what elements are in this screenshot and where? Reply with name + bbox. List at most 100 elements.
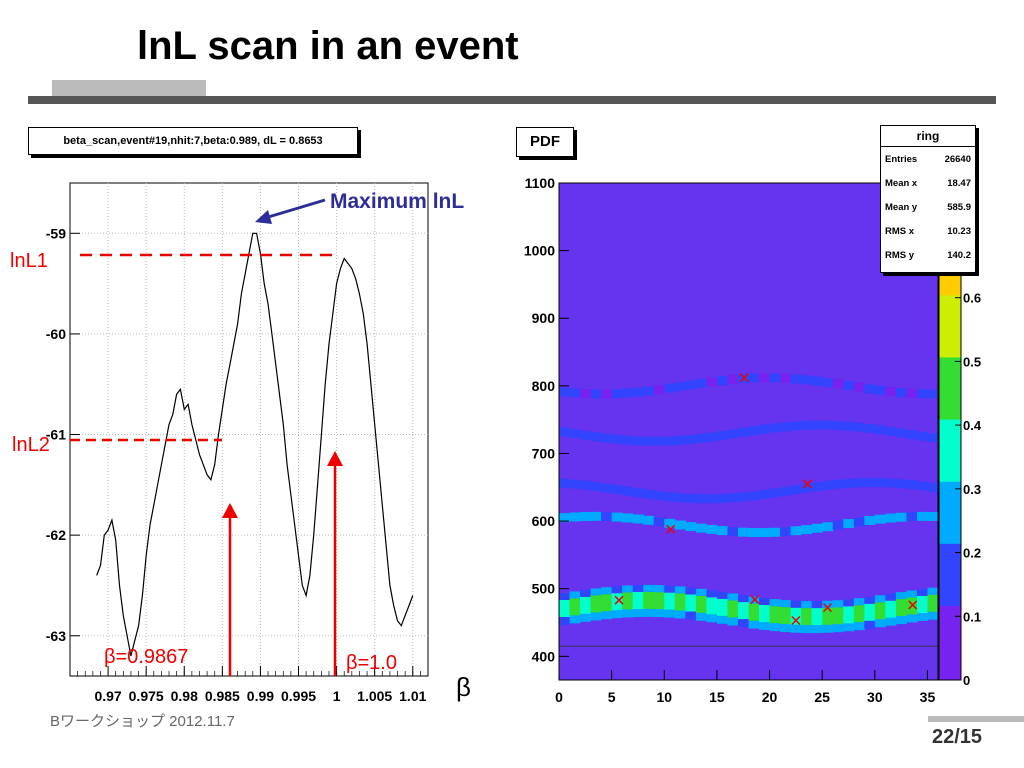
heatmap-cell (569, 615, 581, 624)
colorbar-cell (939, 630, 961, 644)
footer-text: Bワークショップ 2012.11.7 (50, 713, 235, 730)
heatmap-cell (801, 375, 813, 385)
heatmap-cell (727, 600, 739, 619)
heatmap-cell (853, 517, 865, 527)
heatmap-cell (769, 623, 781, 632)
heatmap-cell (853, 622, 865, 631)
heatmap-cell (843, 623, 855, 632)
y-tick-label: 600 (532, 513, 556, 529)
beta2-arrow-head (327, 451, 343, 466)
colorbar-cell (939, 468, 961, 482)
heatmap-cell (695, 494, 707, 504)
heatmap-cell (601, 483, 613, 493)
heatmap-cell (559, 600, 571, 618)
heatmap-cell (822, 624, 834, 633)
heatmap-cell (832, 600, 844, 608)
heatmap-cell (885, 617, 897, 626)
heatmap-cell (748, 603, 760, 622)
heatmap-cell (759, 528, 771, 538)
plot-frame (69, 182, 429, 677)
heatmap-cell (559, 387, 571, 397)
heatmap-cell (769, 423, 781, 433)
heatmap-cell (590, 511, 602, 521)
heatmap-cell (695, 612, 707, 621)
y-tick-label: 700 (532, 445, 556, 461)
heatmap-cell (653, 517, 665, 527)
heatmap-cell (748, 373, 760, 383)
colorbar-tick-label: 0.4 (963, 418, 982, 433)
heatmap-cell (759, 424, 771, 434)
heatmap-cell (590, 588, 602, 596)
colorbar-cell (939, 642, 961, 656)
colorbar-cell (939, 431, 961, 445)
stats-row: Mean y 585.9 (881, 195, 975, 219)
heatmap-cell (832, 624, 844, 633)
heatmap-cell (737, 619, 749, 628)
colorbar-cell (939, 369, 961, 383)
x-tick-label: 0.995 (281, 688, 316, 704)
heatmap-cell (801, 625, 813, 634)
beta1-arrow-head (222, 503, 238, 518)
heatmap-cell (895, 592, 907, 600)
heatmap-cell (780, 422, 792, 432)
left-plot-title-box: beta_scan,event#19,nhit:7,beta:0.989, dL… (28, 127, 358, 155)
x-tick-label: 10 (656, 689, 672, 705)
heatmap-cell (590, 595, 602, 614)
heatmap-cell (874, 602, 886, 621)
colorbar-tick-label: 0.5 (963, 354, 981, 369)
heatmap-cell (601, 587, 613, 595)
heatmap-cell (843, 599, 855, 607)
heatmap-cell (864, 384, 876, 394)
heatmap-cell (706, 524, 718, 534)
slide-title: lnL scan in an event (137, 24, 519, 68)
colorbar-cell (939, 667, 961, 681)
heatmap-cell (580, 589, 592, 597)
heatmap-cell (737, 602, 749, 621)
heatmap-cell (622, 585, 634, 593)
heatmap-cell (769, 373, 781, 383)
heatmap-cell (580, 430, 592, 440)
heatmap-cell (559, 427, 571, 437)
heatmap-cell (643, 608, 655, 617)
colorbar-cell (939, 605, 961, 619)
x-tick-label: 1.005 (357, 688, 392, 704)
heatmap-cell (706, 432, 718, 442)
stats-table: Entries 26640 Mean x 18.47 Mean y 585.9 RMS… (881, 147, 975, 267)
heatmap-cell (874, 478, 886, 488)
heatmap-cell (737, 492, 749, 502)
heatmap-cell (811, 420, 823, 430)
heatmap-cell (759, 604, 771, 623)
stats-value: 18.47 (947, 177, 971, 189)
heatmap-cell (769, 599, 781, 607)
x-tick-label: 35 (920, 689, 936, 705)
heatmap-cell (906, 430, 918, 440)
title-accent-bar (52, 80, 206, 96)
heatmap-cell (632, 585, 644, 593)
beta2-label: β=1.0 (346, 652, 397, 674)
colorbar-cell (939, 580, 961, 594)
heatmap-cell (653, 491, 665, 501)
heatmap-cell (906, 614, 918, 623)
heatmap-cell (559, 478, 571, 488)
heatmap-cell (716, 591, 728, 599)
heatmap-cell (727, 593, 739, 601)
colorbar-cell (939, 319, 961, 333)
heatmap-cell (748, 528, 760, 538)
heatmap-cell (916, 481, 928, 491)
x-tick-label: 30 (867, 689, 883, 705)
heatmap-cell (895, 616, 907, 625)
beta-axis-symbol: β (456, 672, 471, 702)
heatmap-cell (685, 522, 697, 532)
heatmap-cell (685, 594, 697, 613)
heatmap-cell (643, 515, 655, 525)
heatmap-cell (716, 598, 728, 617)
colorbar-cell (939, 655, 961, 669)
heatmap-cell (664, 585, 676, 593)
colorbar-tick-label: 0 (963, 673, 970, 688)
heatmap-cell (801, 525, 813, 535)
lnl2-label: lnL2 (12, 434, 50, 456)
heatmap-cell (601, 594, 613, 613)
heatmap-cell (632, 592, 644, 611)
heatmap-cell (611, 512, 623, 522)
